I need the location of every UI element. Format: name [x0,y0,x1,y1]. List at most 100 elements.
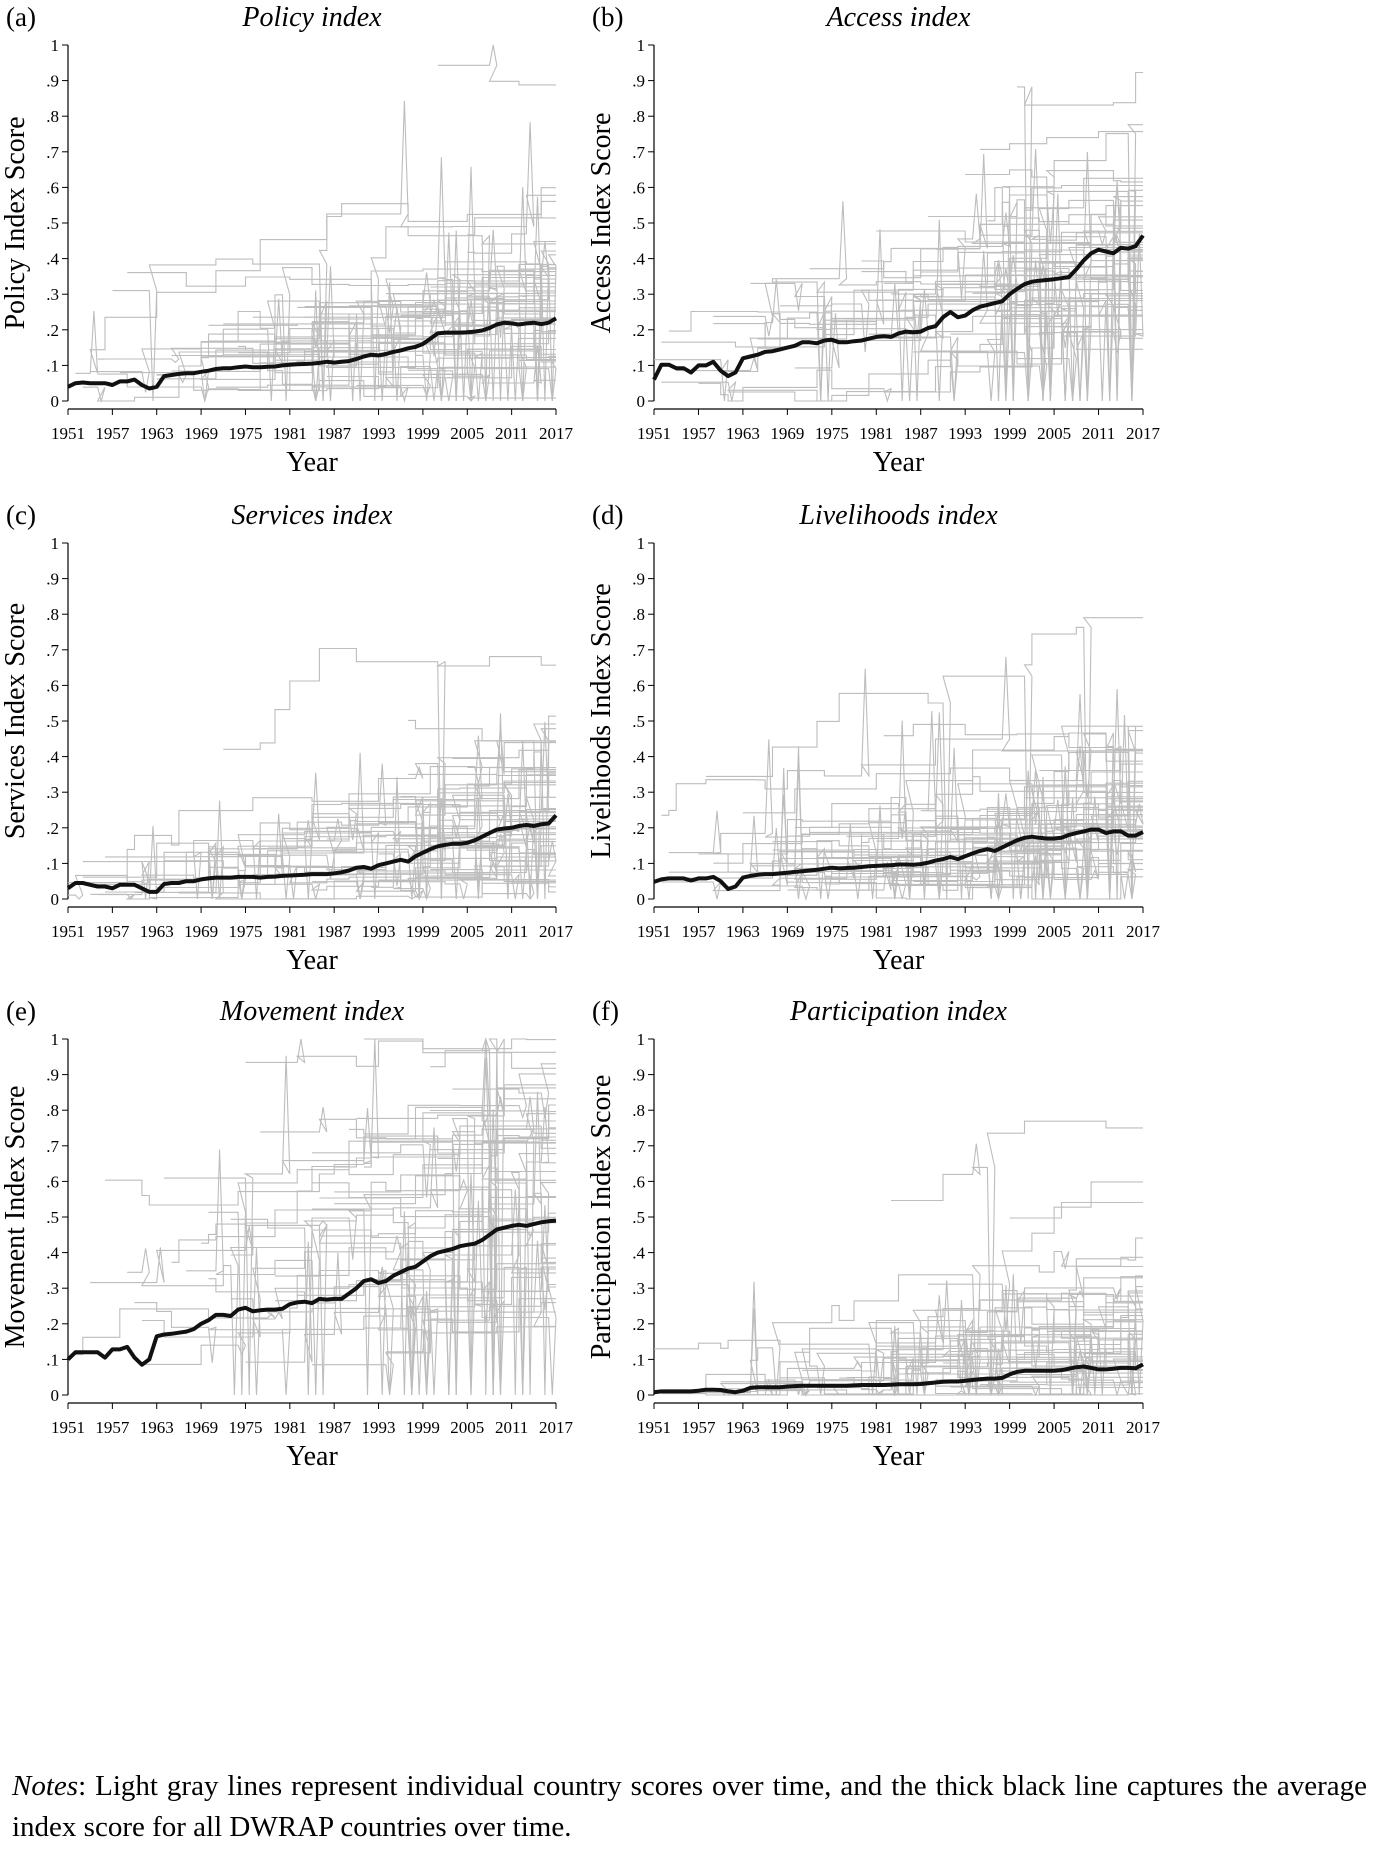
y-tick-label: .8 [46,605,59,624]
country-line [780,1339,1143,1395]
country-line [408,719,556,900]
country-line [839,1286,1144,1396]
x-tick-label: 1957 [681,424,716,443]
x-tick-label: 1987 [317,424,352,443]
x-tick-label: 2005 [450,922,484,941]
y-tick-label: .5 [632,214,645,233]
country-line [319,1091,556,1396]
country-line [223,647,556,900]
y-tick-label: 0 [637,890,646,909]
y-tick-label: .3 [46,285,59,304]
y-tick-label: .5 [46,214,59,233]
country-line [408,348,556,402]
chart-title: Access index [825,2,971,33]
country-line [883,306,1143,402]
chart-title: Livelihoods index [798,500,998,531]
x-tick-label: 1981 [273,922,307,941]
y-axis-title: Movement Index Score [0,1086,31,1349]
country-line [661,656,1143,900]
y-tick-label: .1 [46,854,59,873]
country-line [861,186,1143,402]
country-line [208,187,556,402]
x-tick-label: 1999 [993,424,1027,443]
x-tick-label: 1951 [637,1418,671,1437]
country-line [757,236,1143,402]
x-tick-label: 2017 [539,1418,574,1437]
x-tick-label: 1975 [815,1418,849,1437]
country-line [312,1128,556,1198]
country-line [1017,331,1143,402]
y-tick-label: .3 [46,783,59,802]
country-line [230,1127,556,1396]
figure-panels: (a) Policy index 0 .1 .2 .3 .4 .5 .6 .7 .8 .9 1 1951 1… [0,2,1161,1472]
x-tick-label: 1969 [770,1418,804,1437]
country-lines [661,617,1144,902]
x-tick-label: 2011 [495,424,528,443]
country-line [452,849,556,874]
chart-panel-5: (f) Participation index 0 .1 .2 .3 .4 .5 .6 .7 .8.… [586,996,1161,1472]
y-tick-label: .9 [46,570,59,589]
x-tick-label: 1969 [184,424,218,443]
x-tick-label: 2011 [1082,1418,1115,1437]
country-line [430,837,557,877]
x-tick-label: 2011 [1082,424,1115,443]
country-line [304,157,556,402]
x-tick-label: 1969 [770,424,804,443]
country-line [430,265,556,338]
x-tick-label: 1987 [904,1418,939,1437]
y-tick-label: 1 [637,534,646,553]
x-tick-label: 1981 [859,424,893,443]
y-tick-label: .1 [632,356,645,375]
y-tick-label: .6 [632,178,645,197]
country-line [430,1037,556,1396]
country-line [965,169,1143,402]
x-tick-label: 1963 [140,424,174,443]
country-line [1002,189,1143,402]
country-line [141,1248,556,1338]
country-line [1031,1311,1143,1331]
x-axis-title: Year [286,447,338,478]
x-tick-label: 1999 [406,1418,440,1437]
y-tick-label: .3 [46,1279,59,1298]
x-tick-label: 1993 [948,922,982,941]
y-tick-label: .7 [632,641,645,660]
country-line [802,782,1143,902]
country-line [82,831,556,900]
y-tick-label: .8 [632,107,645,126]
country-line [713,219,1144,402]
x-tick-label: 1975 [228,424,262,443]
y-tick-label: .2 [632,1315,645,1334]
chart-panel-0: (a) Policy index 0 .1 .2 .3 .4 .5 .6 .7 .8 .9 1 1951 1… [0,2,574,478]
y-tick-label: .6 [46,178,59,197]
country-line [683,1360,1143,1396]
x-tick-label: 1951 [637,424,671,443]
x-tick-label: 2011 [495,1418,528,1437]
country-line [422,1167,556,1198]
country-line [105,1104,556,1206]
country-line [883,723,1143,750]
country-line [297,232,556,337]
notes-label: Notes [12,1770,79,1802]
x-tick-label: 1969 [184,1418,218,1437]
country-line [994,193,1143,402]
country-line [260,1084,556,1396]
x-tick-label: 2005 [450,1418,484,1437]
y-tick-label: .6 [46,1172,59,1191]
x-tick-label: 1957 [95,1418,130,1437]
x-tick-label: 1987 [317,922,352,941]
country-line [1039,763,1143,772]
y-tick-label: .1 [632,1350,645,1369]
country-line [1009,808,1143,858]
country-line [127,122,556,402]
y-tick-label: 0 [51,392,60,411]
country-lines [654,71,1144,403]
country-line [1009,1335,1143,1396]
y-axis-title: Policy Index Score [0,116,31,329]
country-line [698,292,1143,403]
x-tick-label: 1999 [993,1418,1027,1437]
chart-panel-2: (c) Services index 0 .1 .2 .3 .4 .5 .6 .7 .8 .9 1 195… [0,500,574,976]
y-tick-label: .5 [632,1208,645,1227]
chart-panel-4: (e) Movement index 0 .1 .2 .3 .4 .5 .6 .7 .8 .9 1 195… [0,996,574,1472]
country-line [156,351,556,404]
country-line [705,617,1143,900]
